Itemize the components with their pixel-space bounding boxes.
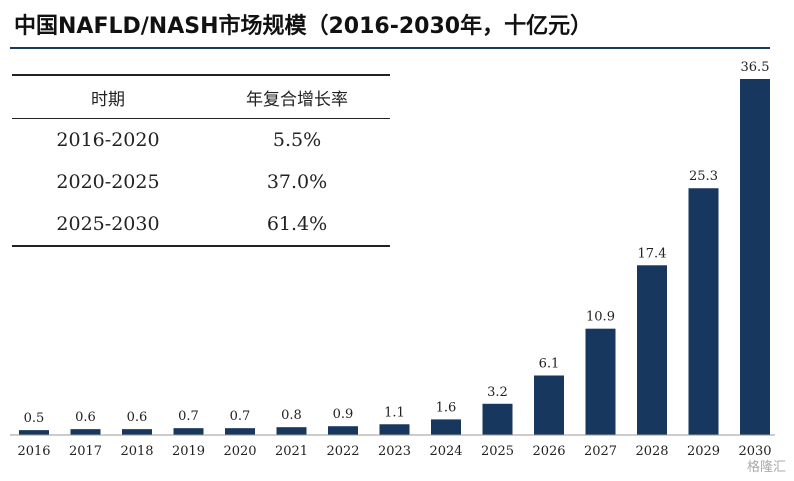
cagr-table: 时期 年复合增长率 2016-2020 5.5% 2020-2025 37.0%… xyxy=(12,74,390,247)
value-label-2029: 25.3 xyxy=(689,169,718,184)
cagr-row: 2016-2020 5.5% xyxy=(12,119,390,162)
value-label-2023: 1.1 xyxy=(384,405,405,420)
bar-2021 xyxy=(276,427,307,435)
x-tick-2023: 2023 xyxy=(378,444,411,459)
bar-2016 xyxy=(19,430,49,435)
cagr-period: 2025-2030 xyxy=(12,203,204,247)
bar-2022 xyxy=(328,426,358,435)
value-label-2026: 6.1 xyxy=(539,357,560,372)
x-tick-2020: 2020 xyxy=(223,444,256,459)
value-label-2022: 0.9 xyxy=(333,407,354,422)
bar-2023 xyxy=(379,424,410,435)
x-tick-2030: 2030 xyxy=(738,444,771,459)
x-tick-2028: 2028 xyxy=(635,444,668,459)
value-label-2020: 0.7 xyxy=(230,409,251,424)
x-tick-2026: 2026 xyxy=(532,444,565,459)
x-tick-2018: 2018 xyxy=(120,444,153,459)
cagr-rate: 37.0% xyxy=(266,171,328,193)
bar-2029 xyxy=(688,188,719,435)
bar-2028 xyxy=(637,265,667,435)
cagr-period: 2016-2020 xyxy=(56,129,160,151)
cagr-row: 2025-2030 61.4% xyxy=(12,203,390,247)
x-tick-2021: 2021 xyxy=(275,444,308,459)
bar-2026 xyxy=(534,375,564,435)
value-label-2016: 0.5 xyxy=(24,411,45,426)
bar-2027 xyxy=(585,328,616,435)
cagr-rate: 61.4% xyxy=(204,203,390,247)
value-label-2028: 17.4 xyxy=(638,246,667,261)
header-period: 时期 xyxy=(12,74,204,119)
bar-2020 xyxy=(225,428,255,435)
value-label-2017: 0.6 xyxy=(75,410,96,425)
cagr-header-row: 时期 年复合增长率 xyxy=(12,74,390,119)
x-tick-2029: 2029 xyxy=(687,444,720,459)
value-label-2025: 3.2 xyxy=(487,385,508,400)
bar-2019 xyxy=(173,428,204,435)
x-tick-2016: 2016 xyxy=(17,444,50,459)
bar-2017 xyxy=(70,429,101,435)
value-label-2024: 1.6 xyxy=(436,400,457,415)
bar-2024 xyxy=(431,419,461,435)
x-tick-2024: 2024 xyxy=(429,444,462,459)
x-tick-2017: 2017 xyxy=(69,444,102,459)
cagr-row: 2020-2025 37.0% xyxy=(12,161,390,203)
watermark: 格隆汇 xyxy=(746,460,786,475)
x-tick-2025: 2025 xyxy=(481,444,514,459)
title-rule xyxy=(10,47,770,49)
value-label-2030: 36.5 xyxy=(741,60,770,75)
value-label-2019: 0.7 xyxy=(178,409,199,424)
chart-title: 中国NAFLD/NASH市场规模（2016-2030年，十亿元） xyxy=(14,14,593,39)
header-cagr: 年复合增长率 xyxy=(204,74,390,119)
bar-2018 xyxy=(122,429,152,435)
value-label-2018: 0.6 xyxy=(127,410,148,425)
bar-2025 xyxy=(482,403,513,435)
x-tick-2027: 2027 xyxy=(584,444,617,459)
x-tick-2019: 2019 xyxy=(172,444,205,459)
x-tick-2022: 2022 xyxy=(326,444,359,459)
cagr-period: 2020-2025 xyxy=(56,171,160,193)
value-label-2021: 0.8 xyxy=(281,408,302,423)
value-label-2027: 10.9 xyxy=(586,310,615,325)
cagr-rate: 5.5% xyxy=(272,129,322,151)
bar-2030 xyxy=(740,79,770,435)
